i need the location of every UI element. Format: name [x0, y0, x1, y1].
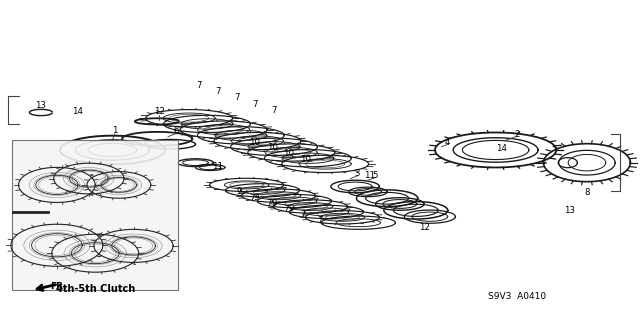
- Text: 10: 10: [283, 149, 294, 158]
- Text: 3: 3: [355, 169, 360, 178]
- Text: 9: 9: [237, 187, 242, 197]
- Text: 10: 10: [249, 137, 260, 146]
- Text: 12: 12: [154, 108, 164, 116]
- Text: 13: 13: [564, 206, 575, 215]
- Text: 9: 9: [271, 198, 276, 208]
- Text: 4th-5th Clutch: 4th-5th Clutch: [56, 284, 135, 294]
- Text: 9: 9: [289, 204, 294, 213]
- Text: 12: 12: [419, 223, 429, 232]
- Text: 7: 7: [215, 87, 221, 96]
- Text: 7: 7: [196, 81, 202, 90]
- Text: 14: 14: [497, 144, 508, 153]
- Text: 14: 14: [72, 108, 83, 116]
- Text: 7: 7: [266, 199, 271, 208]
- FancyBboxPatch shape: [12, 140, 178, 290]
- Text: 13: 13: [35, 101, 47, 110]
- Text: 4: 4: [445, 137, 451, 146]
- Text: 7: 7: [317, 216, 323, 225]
- Text: 5: 5: [373, 171, 378, 180]
- Text: 11: 11: [364, 171, 375, 180]
- Text: 11: 11: [212, 162, 223, 171]
- Text: FR.: FR.: [51, 282, 67, 291]
- Text: 7: 7: [300, 210, 305, 219]
- Text: 9: 9: [253, 193, 259, 202]
- Text: 7: 7: [271, 106, 276, 115]
- Text: 10: 10: [300, 155, 311, 164]
- Text: 7: 7: [284, 205, 289, 214]
- Text: 2: 2: [514, 130, 520, 138]
- Text: 7: 7: [252, 100, 258, 109]
- Text: 7: 7: [234, 93, 240, 102]
- Text: S9V3  A0410: S9V3 A0410: [488, 292, 546, 301]
- Text: 8: 8: [584, 188, 589, 197]
- Text: 1: 1: [111, 126, 117, 135]
- Text: 6: 6: [173, 126, 179, 135]
- Text: 10: 10: [267, 143, 278, 152]
- Text: 7: 7: [249, 194, 255, 203]
